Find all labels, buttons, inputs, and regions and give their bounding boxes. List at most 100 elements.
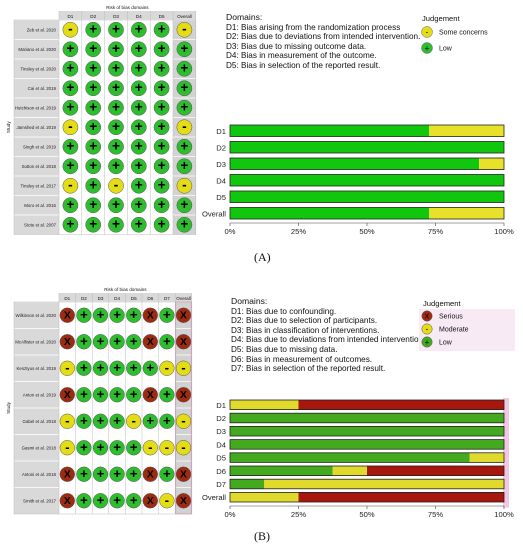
traffic-a-study-name: Zeb et al. 2020 bbox=[27, 27, 57, 32]
traffic-b-study-name: Gasmi et al. 2018 bbox=[22, 445, 57, 450]
bars-b-bar-outline bbox=[229, 465, 505, 477]
traffic-b-study-name: Kesztyus et al. 2019 bbox=[16, 366, 56, 371]
traffic-a-judgement-dot: + bbox=[85, 158, 102, 175]
traffic-a-dot-symbol: + bbox=[66, 41, 74, 56]
domain-b-6: D6: Bias in measurement of outcomes. bbox=[231, 354, 373, 364]
bars-b-bar-segment bbox=[230, 413, 504, 423]
traffic-a-dot-circle bbox=[62, 138, 79, 155]
traffic-a-header: Risk of bias domains bbox=[106, 5, 149, 10]
legend-moderate-label: Moderate bbox=[439, 327, 469, 334]
bars-a-x-tick-label: 50% bbox=[359, 227, 374, 236]
traffic-a-dot-symbol: + bbox=[158, 41, 166, 56]
traffic-b-judgement-dot: X bbox=[142, 334, 158, 350]
traffic-a-dot-symbol: + bbox=[135, 178, 143, 193]
bars-b-x-tick-label: 100% bbox=[494, 510, 514, 519]
bars-a-bar-segment bbox=[479, 158, 504, 170]
traffic-a-dot-circle bbox=[153, 60, 170, 77]
traffic-a-dot-symbol: + bbox=[135, 197, 143, 212]
traffic-a-dot-symbol: + bbox=[180, 100, 188, 115]
traffic-b-dot-symbol: + bbox=[97, 413, 105, 428]
traffic-b-dot-symbol: + bbox=[113, 360, 121, 375]
traffic-b-study-name: Wilkinson et al. 2020 bbox=[15, 313, 56, 318]
traffic-b-grid-frame bbox=[13, 301, 193, 515]
bars-b-bar-outline bbox=[229, 412, 505, 424]
traffic-b-dot-circle bbox=[109, 440, 125, 456]
traffic-b-judgement-dot: + bbox=[126, 466, 142, 482]
traffic-a-dot-symbol: + bbox=[66, 80, 74, 95]
traffic-b-dot-symbol: + bbox=[80, 466, 88, 481]
traffic-a-judgement-dot: + bbox=[176, 197, 193, 214]
traffic-a-judgement-dot: + bbox=[130, 177, 147, 194]
traffic-a-judgement-dot: + bbox=[130, 61, 147, 77]
bars-b-bar-outline bbox=[229, 426, 505, 437]
traffic-a-study-name: Singh et al. 2019 bbox=[23, 144, 57, 149]
traffic-a-dot-circle bbox=[130, 21, 147, 38]
traffic-a-dot-circle bbox=[176, 41, 193, 58]
bars-a-x-tick-label: 100% bbox=[494, 227, 514, 236]
traffic-a-dot-symbol: - bbox=[182, 178, 187, 193]
traffic-a-dot-circle bbox=[85, 41, 102, 58]
bars-a-bar-outline bbox=[229, 190, 505, 203]
traffic-a-dot-circle bbox=[130, 177, 147, 194]
bars-a-category-label: D1 bbox=[216, 127, 226, 136]
traffic-b-dot-circle bbox=[92, 360, 109, 376]
traffic-a-dot-symbol: + bbox=[66, 217, 74, 232]
domain-b-5: D5: Bias due to missing data. bbox=[231, 344, 338, 354]
traffic-a-dot-symbol: + bbox=[158, 119, 166, 134]
traffic-a-judgement-dot: + bbox=[85, 119, 102, 136]
traffic-a-study-name: Jamshed et al. 2019 bbox=[16, 125, 56, 130]
bars-b-category-label: D7 bbox=[216, 480, 226, 489]
traffic-a-dot-symbol: + bbox=[66, 139, 74, 154]
traffic-b-dot-symbol: + bbox=[130, 360, 138, 375]
traffic-b-dot-circle bbox=[159, 307, 175, 323]
traffic-b-dot-circle bbox=[76, 493, 92, 509]
traffic-a-dot-circle bbox=[153, 80, 170, 97]
traffic-a-dot-symbol: - bbox=[68, 22, 73, 37]
traffic-a-dot-circle bbox=[108, 80, 124, 97]
traffic-a-judgement-dot: + bbox=[153, 22, 170, 38]
bars-b-bar-segment bbox=[367, 466, 504, 476]
traffic-b-judgement-dot: X bbox=[59, 466, 75, 482]
traffic-a-dot-circle bbox=[176, 60, 193, 77]
traffic-b-dot-circle bbox=[59, 493, 75, 509]
traffic-b-dot-symbol: + bbox=[113, 307, 121, 322]
traffic-a-judgement-dot: + bbox=[130, 158, 147, 175]
traffic-b-judgement-dot: + bbox=[109, 413, 125, 429]
traffic-a-judgement-dot: + bbox=[108, 197, 124, 214]
traffic-a-dot-symbol: + bbox=[135, 119, 143, 134]
bars-b-bar-segment bbox=[230, 492, 299, 502]
traffic-a-dot-circle bbox=[85, 60, 102, 77]
traffic-a-dot-circle bbox=[153, 197, 170, 214]
traffic-b-dot-circle bbox=[76, 307, 92, 323]
traffic-a-judgement-dot: + bbox=[85, 197, 102, 214]
traffic-b-dot-symbol: + bbox=[130, 466, 138, 481]
bars-b-bar-segment bbox=[230, 466, 333, 476]
traffic-a-col-label: D4 bbox=[136, 14, 142, 19]
bars-b-bar-outline bbox=[229, 452, 505, 463]
judgement-title-a: Judgement bbox=[422, 14, 460, 23]
traffic-b-dot-symbol: + bbox=[97, 333, 105, 348]
traffic-a-judgement-dot: + bbox=[62, 80, 79, 97]
traffic-a-judgement-dot: + bbox=[85, 80, 102, 97]
traffic-a-dot-circle bbox=[85, 138, 102, 155]
traffic-a-judgement-dot: + bbox=[85, 138, 102, 155]
traffic-b-dot-symbol: + bbox=[146, 413, 154, 428]
bars-a-bar-segment bbox=[230, 174, 504, 186]
traffic-a-judgement-dot: + bbox=[108, 41, 124, 58]
traffic-b-dot-circle bbox=[59, 440, 75, 456]
traffic-a-dot-circle bbox=[108, 21, 124, 38]
traffic-b-dot-symbol: X bbox=[64, 390, 71, 401]
bars-b-x-tick-label: 25% bbox=[291, 510, 306, 519]
traffic-b-dot-symbol: X bbox=[147, 470, 154, 481]
traffic-a-dot-circle bbox=[176, 158, 193, 175]
traffic-a-dot-symbol: + bbox=[89, 100, 97, 115]
bars-b-bar-segment bbox=[230, 452, 470, 463]
traffic-b-judgement-dot: + bbox=[92, 307, 109, 323]
traffic-b-judgement-dot: + bbox=[126, 386, 142, 403]
traffic-a-judgement-dot: - bbox=[62, 119, 79, 136]
traffic-b-dot-symbol: X bbox=[64, 337, 71, 348]
traffic-b-judgement-dot: X bbox=[59, 334, 75, 350]
traffic-a-dot-circle bbox=[108, 138, 124, 155]
traffic-b-dot-symbol: X bbox=[147, 311, 154, 322]
traffic-b-dot-circle bbox=[76, 360, 92, 376]
